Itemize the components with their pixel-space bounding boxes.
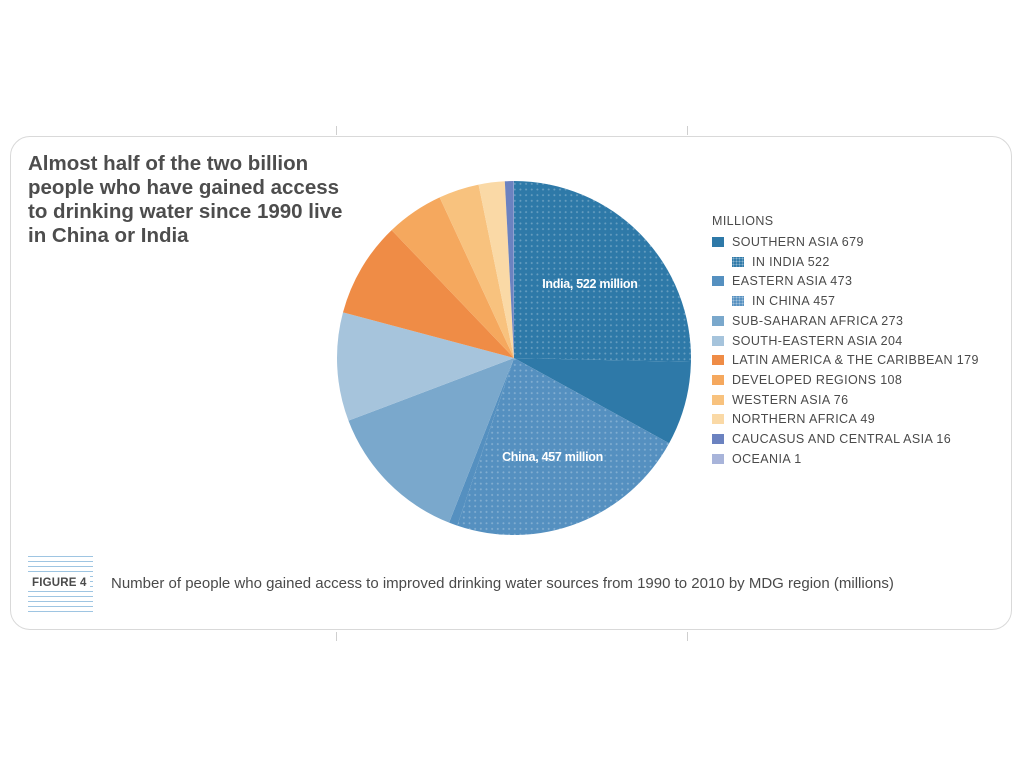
crop-mark bbox=[687, 632, 688, 641]
legend-swatch bbox=[712, 335, 724, 346]
pie-slice-pattern-in-china bbox=[457, 358, 670, 535]
pie-slice-pattern-in-india bbox=[514, 181, 691, 363]
legend-swatch bbox=[712, 237, 724, 247]
legend-swatch bbox=[712, 434, 724, 444]
legend-item-eastern-asia: EASTERN ASIA 473 bbox=[712, 273, 852, 289]
legend-label: WESTERN ASIA 76 bbox=[732, 392, 849, 407]
legend-title: MILLIONS bbox=[712, 214, 774, 228]
legend-swatch bbox=[732, 256, 744, 267]
pie-slice-oceania bbox=[513, 180, 514, 358]
legend-swatch bbox=[712, 276, 724, 287]
slice-label-in-india: India, 522 million bbox=[542, 277, 637, 291]
pie-slice-developed-regions bbox=[391, 197, 514, 358]
legend-swatch bbox=[712, 394, 724, 405]
legend-item-latin-america-the-caribbean: LATIN AMERICA & THE CARIBBEAN 179 bbox=[712, 352, 979, 368]
legend-label: SUB-SAHARAN AFRICA 273 bbox=[732, 313, 904, 328]
slice-label-in-china: China, 457 million bbox=[502, 450, 603, 464]
pie-slice-latin-america-the-caribbean bbox=[343, 230, 514, 358]
legend-item-in-india: IN INDIA 522 bbox=[732, 254, 830, 270]
legend-item-south-eastern-asia: SOUTH-EASTERN ASIA 204 bbox=[712, 333, 903, 349]
legend-item-southern-asia: SOUTHERN ASIA 679 bbox=[712, 234, 864, 250]
legend-label: OCEANIA 1 bbox=[732, 451, 802, 466]
pie-slice-south-eastern-asia bbox=[337, 312, 514, 421]
pie-slice-northern-africa bbox=[478, 181, 514, 358]
legend-label: EASTERN ASIA 473 bbox=[732, 274, 853, 289]
legend-swatch bbox=[732, 296, 744, 307]
legend-label: SOUTHERN ASIA 679 bbox=[732, 235, 864, 249]
pie-slice-western-asia bbox=[439, 184, 514, 358]
legend-label: NORTHERN AFRICA 49 bbox=[732, 412, 876, 427]
pie-slice-caucasus-and-central-asia bbox=[504, 181, 514, 358]
legend-swatch bbox=[712, 453, 724, 464]
legend-label: IN INDIA 522 bbox=[752, 254, 830, 269]
pie-slice-southern-asia-remainder bbox=[514, 358, 691, 444]
legend-item-oceania: OCEANIA 1 bbox=[712, 451, 802, 467]
pie-slice-sub-saharan-africa bbox=[348, 358, 514, 523]
legend-item-western-asia: WESTERN ASIA 76 bbox=[712, 392, 848, 408]
legend-item-caucasus-and-central-asia: CAUCASUS AND CENTRAL ASIA 16 bbox=[712, 431, 951, 447]
figure-label: FIGURE 4 bbox=[28, 576, 90, 590]
pie-slice-eastern-asia-remainder bbox=[449, 358, 514, 526]
legend-swatch bbox=[712, 374, 724, 385]
legend-label: IN CHINA 457 bbox=[752, 294, 836, 309]
crop-mark bbox=[336, 126, 337, 135]
legend-label: DEVELOPED REGIONS 108 bbox=[732, 372, 903, 387]
legend-label: CAUCASUS AND CENTRAL ASIA 16 bbox=[732, 432, 952, 446]
legend-item-in-china: IN CHINA 457 bbox=[732, 293, 835, 309]
legend-item-northern-africa: NORTHERN AFRICA 49 bbox=[712, 411, 875, 427]
legend-item-developed-regions: DEVELOPED REGIONS 108 bbox=[712, 372, 902, 388]
figure-caption: Number of people who gained access to im… bbox=[111, 575, 894, 592]
headline: Almost half of the two billion people wh… bbox=[28, 152, 343, 247]
legend-label: SOUTH-EASTERN ASIA 204 bbox=[732, 333, 903, 348]
crop-mark bbox=[336, 632, 337, 641]
legend-swatch bbox=[712, 355, 724, 366]
legend-swatch bbox=[712, 414, 724, 425]
legend-item-sub-saharan-africa: SUB-SAHARAN AFRICA 273 bbox=[712, 313, 903, 329]
legend-swatch bbox=[712, 315, 724, 326]
crop-mark bbox=[687, 126, 688, 135]
legend-label: LATIN AMERICA & THE CARIBBEAN 179 bbox=[732, 353, 979, 368]
